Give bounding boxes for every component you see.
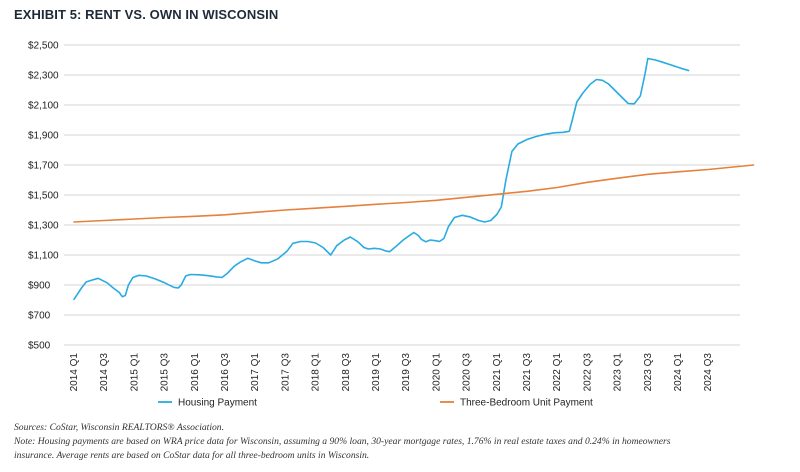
x-tick-label: 2022 Q1 [552,353,563,392]
y-tick-label: $1,100 [28,251,59,262]
series-lines [73,57,755,301]
y-tick-label: $900 [28,281,51,292]
legend-label: Housing Payment [178,398,257,409]
x-tick-label: 2022 Q3 [582,353,593,392]
gridlines [64,44,740,346]
y-tick-label: $500 [28,341,51,352]
x-tick-label: 2016 Q3 [220,353,231,392]
note-text-line-1: Note: Housing payments are based on WRA … [14,436,671,447]
note-text-line-2: insurance. Average rents are based on Co… [14,450,370,461]
x-tick-label: 2024 Q1 [673,353,684,392]
x-tick-label: 2023 Q3 [643,353,654,392]
y-tick-label: $2,500 [28,41,59,52]
x-tick-label: 2014 Q1 [69,353,80,392]
x-tick-label: 2015 Q3 [160,353,171,392]
chart-title: EXHIBIT 5: RENT VS. OWN IN WISCONSIN [14,7,279,22]
y-tick-label: $2,300 [28,71,59,82]
x-tick-label: 2021 Q3 [522,353,533,392]
x-tick-label: 2019 Q1 [371,353,382,392]
x-tick-label: 2015 Q1 [129,353,140,392]
x-tick-label: 2017 Q1 [250,353,261,392]
x-tick-label: 2024 Q3 [703,353,714,392]
three-bedroom-unit-payment-line [73,164,755,223]
x-tick-label: 2018 Q1 [311,353,322,392]
x-tick-label: 2014 Q3 [99,353,110,392]
legend-label: Three-Bedroom Unit Payment [460,398,593,409]
x-tick-label: 2021 Q1 [492,353,503,392]
y-tick-label: $2,100 [28,101,59,112]
legend: Housing Payment Three-Bedroom Unit Paymen… [158,398,593,409]
y-tick-label: $1,900 [28,131,59,142]
y-tick-label: $700 [28,311,51,322]
x-tick-label: 2019 Q3 [401,353,412,392]
y-axis-ticks: $500 $700 $900 $1,100 $1,300 $1,500 $1,700 $1,9… [28,41,59,352]
x-tick-label: 2016 Q1 [190,353,201,392]
x-tick-label: 2020 Q3 [462,353,473,392]
x-tick-label: 2017 Q3 [280,353,291,392]
y-tick-label: $1,500 [28,191,59,202]
housing-payment-line [73,57,690,301]
chart-footnotes: Sources: CoStar, Wisconsin REALTORS® Ass… [14,421,794,463]
y-tick-label: $1,300 [28,221,59,232]
line-chart: $500 $700 $900 $1,100 $1,300 $1,500 $1,700 $1,9… [28,41,755,409]
x-tick-label: 2023 Q1 [613,353,624,392]
x-tick-label: 2018 Q3 [341,353,352,392]
x-tick-label: 2020 Q1 [431,353,442,392]
y-tick-label: $1,700 [28,161,59,172]
sources-text: Sources: CoStar, Wisconsin REALTORS® Ass… [14,422,224,433]
x-axis-ticks: 2014 Q1 2014 Q3 2015 Q1 2015 Q3 2016 Q1 2016 … [69,353,714,392]
